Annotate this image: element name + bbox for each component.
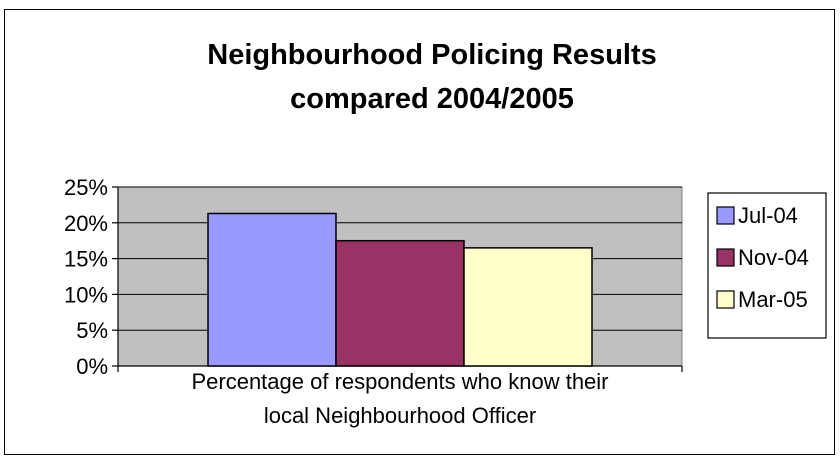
category-label-line-2: local Neighbourhood Officer [264, 403, 536, 428]
plot-area: 25% 20% 15% 10% 5% 0% [64, 175, 683, 379]
legend-swatch-Mar-05 [716, 290, 735, 309]
y-tick-label-4: 5% [76, 318, 108, 343]
chart-title-line-2: compared 2004/2005 [290, 83, 574, 115]
legend-label-Mar-05: Mar-05 [738, 287, 808, 312]
y-tick-label-0: 25% [64, 175, 108, 200]
bar-Mar-05 [463, 247, 593, 367]
y-tick-label-1: 20% [64, 211, 108, 236]
y-tick-label-3: 10% [64, 282, 108, 307]
chart-title-line-1: Neighbourhood Policing Results [207, 39, 657, 71]
legend-swatch-Nov-04 [716, 248, 735, 267]
bar-Nov-04 [335, 239, 465, 367]
bar-Jul-04 [207, 212, 337, 367]
legend-label-Jul-04: Jul-04 [738, 203, 798, 228]
category-label-line-1: Percentage of respondents who know their [191, 369, 608, 394]
legend-swatch-Jul-04 [716, 206, 735, 225]
y-tick-label-2: 15% [64, 247, 108, 272]
y-tick-label-5: 0% [76, 354, 108, 379]
legend: Jul-04 Nov-04 Mar-05 [707, 192, 827, 339]
legend-label-Nov-04: Nov-04 [738, 245, 809, 270]
